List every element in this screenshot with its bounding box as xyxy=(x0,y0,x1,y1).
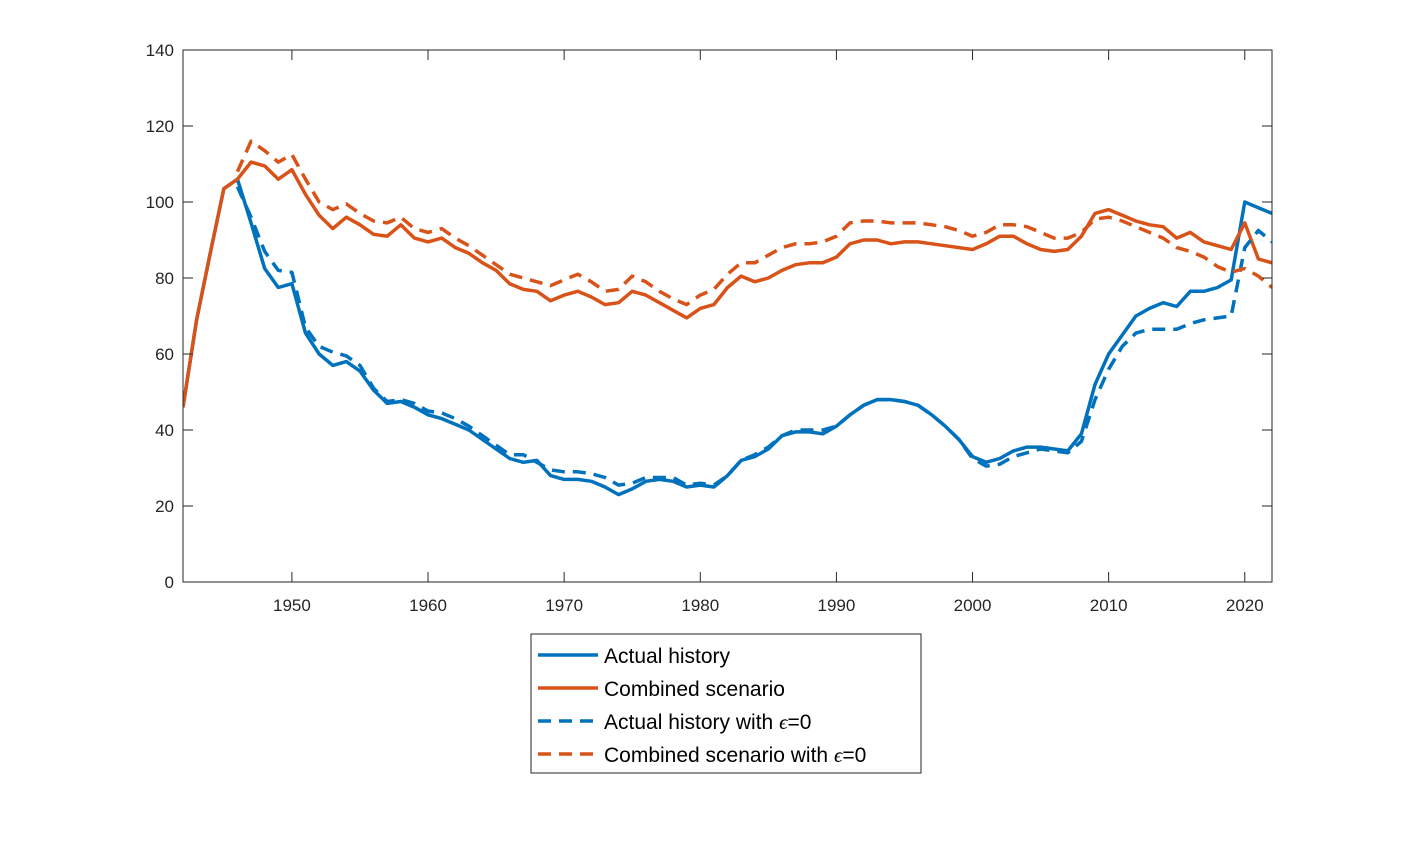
y-tick-label: 60 xyxy=(155,345,174,364)
y-tick-label: 100 xyxy=(146,193,174,212)
x-tick-label: 1950 xyxy=(273,596,311,615)
legend-label-3: Actual history with ϵ=0 xyxy=(604,710,812,734)
y-tick-label: 0 xyxy=(165,573,174,592)
x-tick-label: 2000 xyxy=(954,596,992,615)
y-tick-label: 80 xyxy=(155,269,174,288)
y-tick-label: 40 xyxy=(155,421,174,440)
legend-label-4: Combined scenario with ϵ=0 xyxy=(604,743,866,767)
x-tick-label: 1980 xyxy=(681,596,719,615)
y-axis: 0 20 40 60 80 100 120 140 xyxy=(146,41,1272,592)
axes-box xyxy=(182,49,1273,583)
x-tick-label: 2010 xyxy=(1090,596,1128,615)
series-line-4 xyxy=(235,139,1272,307)
y-tick-label: 120 xyxy=(146,117,174,136)
x-tick-label: 1990 xyxy=(817,596,855,615)
x-axis: 1950 1960 1970 1980 1990 2000 2010 2020 xyxy=(273,50,1264,615)
series-line-3 xyxy=(235,186,1272,487)
x-tick-label: 1960 xyxy=(409,596,447,615)
legend-box xyxy=(530,633,922,774)
plot-area xyxy=(183,139,1272,497)
legend-label-1: Actual history xyxy=(604,645,731,668)
legend: Actual history Combined scenario Actual hi… xyxy=(530,633,922,774)
x-tick-label: 2020 xyxy=(1226,596,1264,615)
y-tick-label: 140 xyxy=(146,41,174,60)
x-tick-label: 1970 xyxy=(545,596,583,615)
y-tick-label: 20 xyxy=(155,497,174,516)
legend-label-2: Combined scenario xyxy=(604,678,785,701)
series-line-1 xyxy=(183,177,1272,497)
series-line-2 xyxy=(183,160,1272,408)
